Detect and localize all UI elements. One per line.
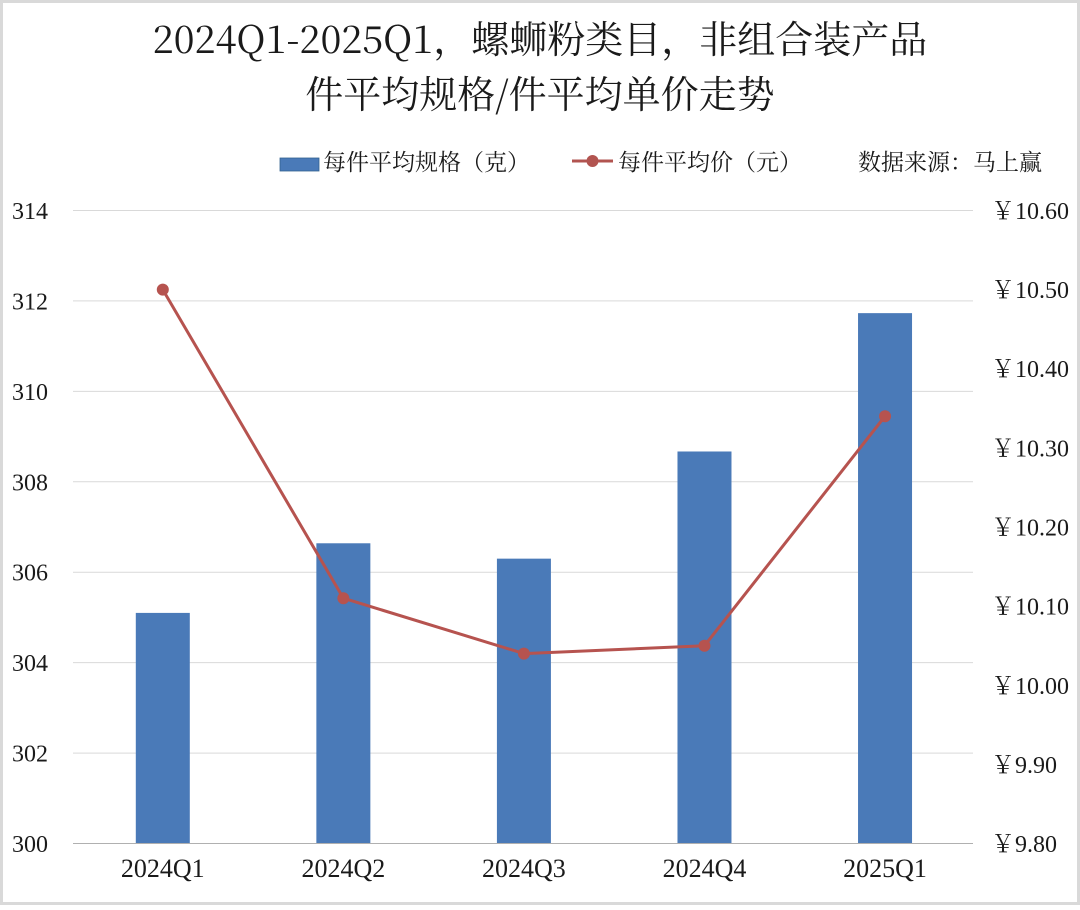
svg-text:￥10.60: ￥10.60 bbox=[991, 199, 1069, 225]
svg-text:每件平均价（元）: 每件平均价（元） bbox=[618, 144, 802, 177]
svg-text:￥10.40: ￥10.40 bbox=[991, 357, 1069, 383]
svg-text:308: 308 bbox=[12, 470, 48, 496]
svg-text:2024Q1: 2024Q1 bbox=[121, 854, 205, 883]
svg-text:300: 300 bbox=[12, 832, 48, 858]
svg-text:2024Q4: 2024Q4 bbox=[663, 854, 747, 883]
svg-text:2024Q2: 2024Q2 bbox=[301, 854, 385, 883]
svg-text:2024Q3: 2024Q3 bbox=[482, 854, 566, 883]
svg-text:￥10.10: ￥10.10 bbox=[991, 595, 1069, 621]
svg-text:￥10.50: ￥10.50 bbox=[991, 278, 1069, 304]
svg-text:￥10.30: ￥10.30 bbox=[991, 436, 1069, 462]
svg-text:310: 310 bbox=[12, 380, 48, 406]
svg-text:￥10.00: ￥10.00 bbox=[991, 674, 1069, 700]
svg-text:2025Q1: 2025Q1 bbox=[843, 854, 927, 883]
svg-text:302: 302 bbox=[12, 742, 48, 768]
svg-text:314: 314 bbox=[12, 199, 48, 225]
svg-text:306: 306 bbox=[12, 561, 48, 587]
svg-text:￥9.80: ￥9.80 bbox=[991, 832, 1057, 858]
svg-text:￥9.90: ￥9.90 bbox=[991, 753, 1057, 779]
svg-text:￥10.20: ￥10.20 bbox=[991, 516, 1069, 542]
svg-text:312: 312 bbox=[12, 289, 48, 315]
svg-text:304: 304 bbox=[12, 651, 48, 677]
svg-text:数据来源：马上赢: 数据来源：马上赢 bbox=[858, 144, 1042, 177]
svg-text:每件平均规格（克）: 每件平均规格（克） bbox=[323, 144, 530, 177]
